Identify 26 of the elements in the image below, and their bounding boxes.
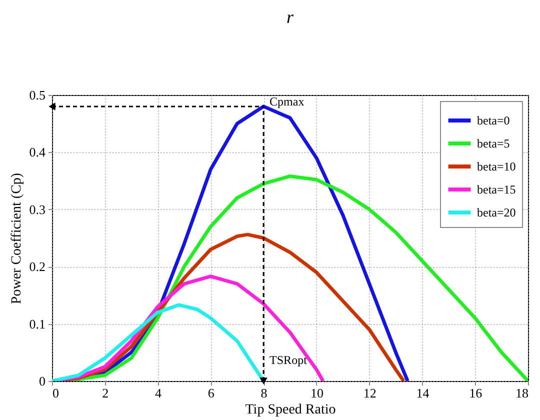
y-tick-label: 0.1 <box>29 316 46 332</box>
legend-label: beta=15 <box>477 182 516 196</box>
ref-line-label: TSRopt <box>270 353 308 367</box>
y-tick-label: 0 <box>39 374 46 388</box>
x-tick-label: 16 <box>469 386 483 400</box>
x-tick-label: 14 <box>416 386 430 400</box>
legend-label: beta=20 <box>477 206 516 220</box>
ref-line-label: Cpmax <box>270 94 304 108</box>
x-tick-label: 6 <box>208 386 215 400</box>
x-tick-label: 2 <box>102 386 109 400</box>
legend-label: beta=5 <box>477 136 510 150</box>
x-tick-label: 10 <box>310 386 324 400</box>
legend-label: beta=10 <box>477 160 516 174</box>
y-tick-label: 0.2 <box>29 259 46 274</box>
x-tick-label: 0 <box>52 386 59 400</box>
y-axis-title: Power Coefficient (Cp) <box>9 172 24 304</box>
x-tick-label: 4 <box>155 386 162 400</box>
x-tick-label: 18 <box>516 386 528 400</box>
x-tick-label: 12 <box>363 386 376 400</box>
y-tick-label: 0.3 <box>29 202 46 217</box>
y-tick-label: 0.4 <box>29 144 46 160</box>
y-tick-label: 0.5 <box>29 88 46 102</box>
x-axis-title: Tip Speed Ratio <box>245 402 336 418</box>
legend-label: beta=0 <box>477 114 510 128</box>
chart-title: r <box>286 7 294 27</box>
x-tick-label: 8 <box>260 386 268 400</box>
